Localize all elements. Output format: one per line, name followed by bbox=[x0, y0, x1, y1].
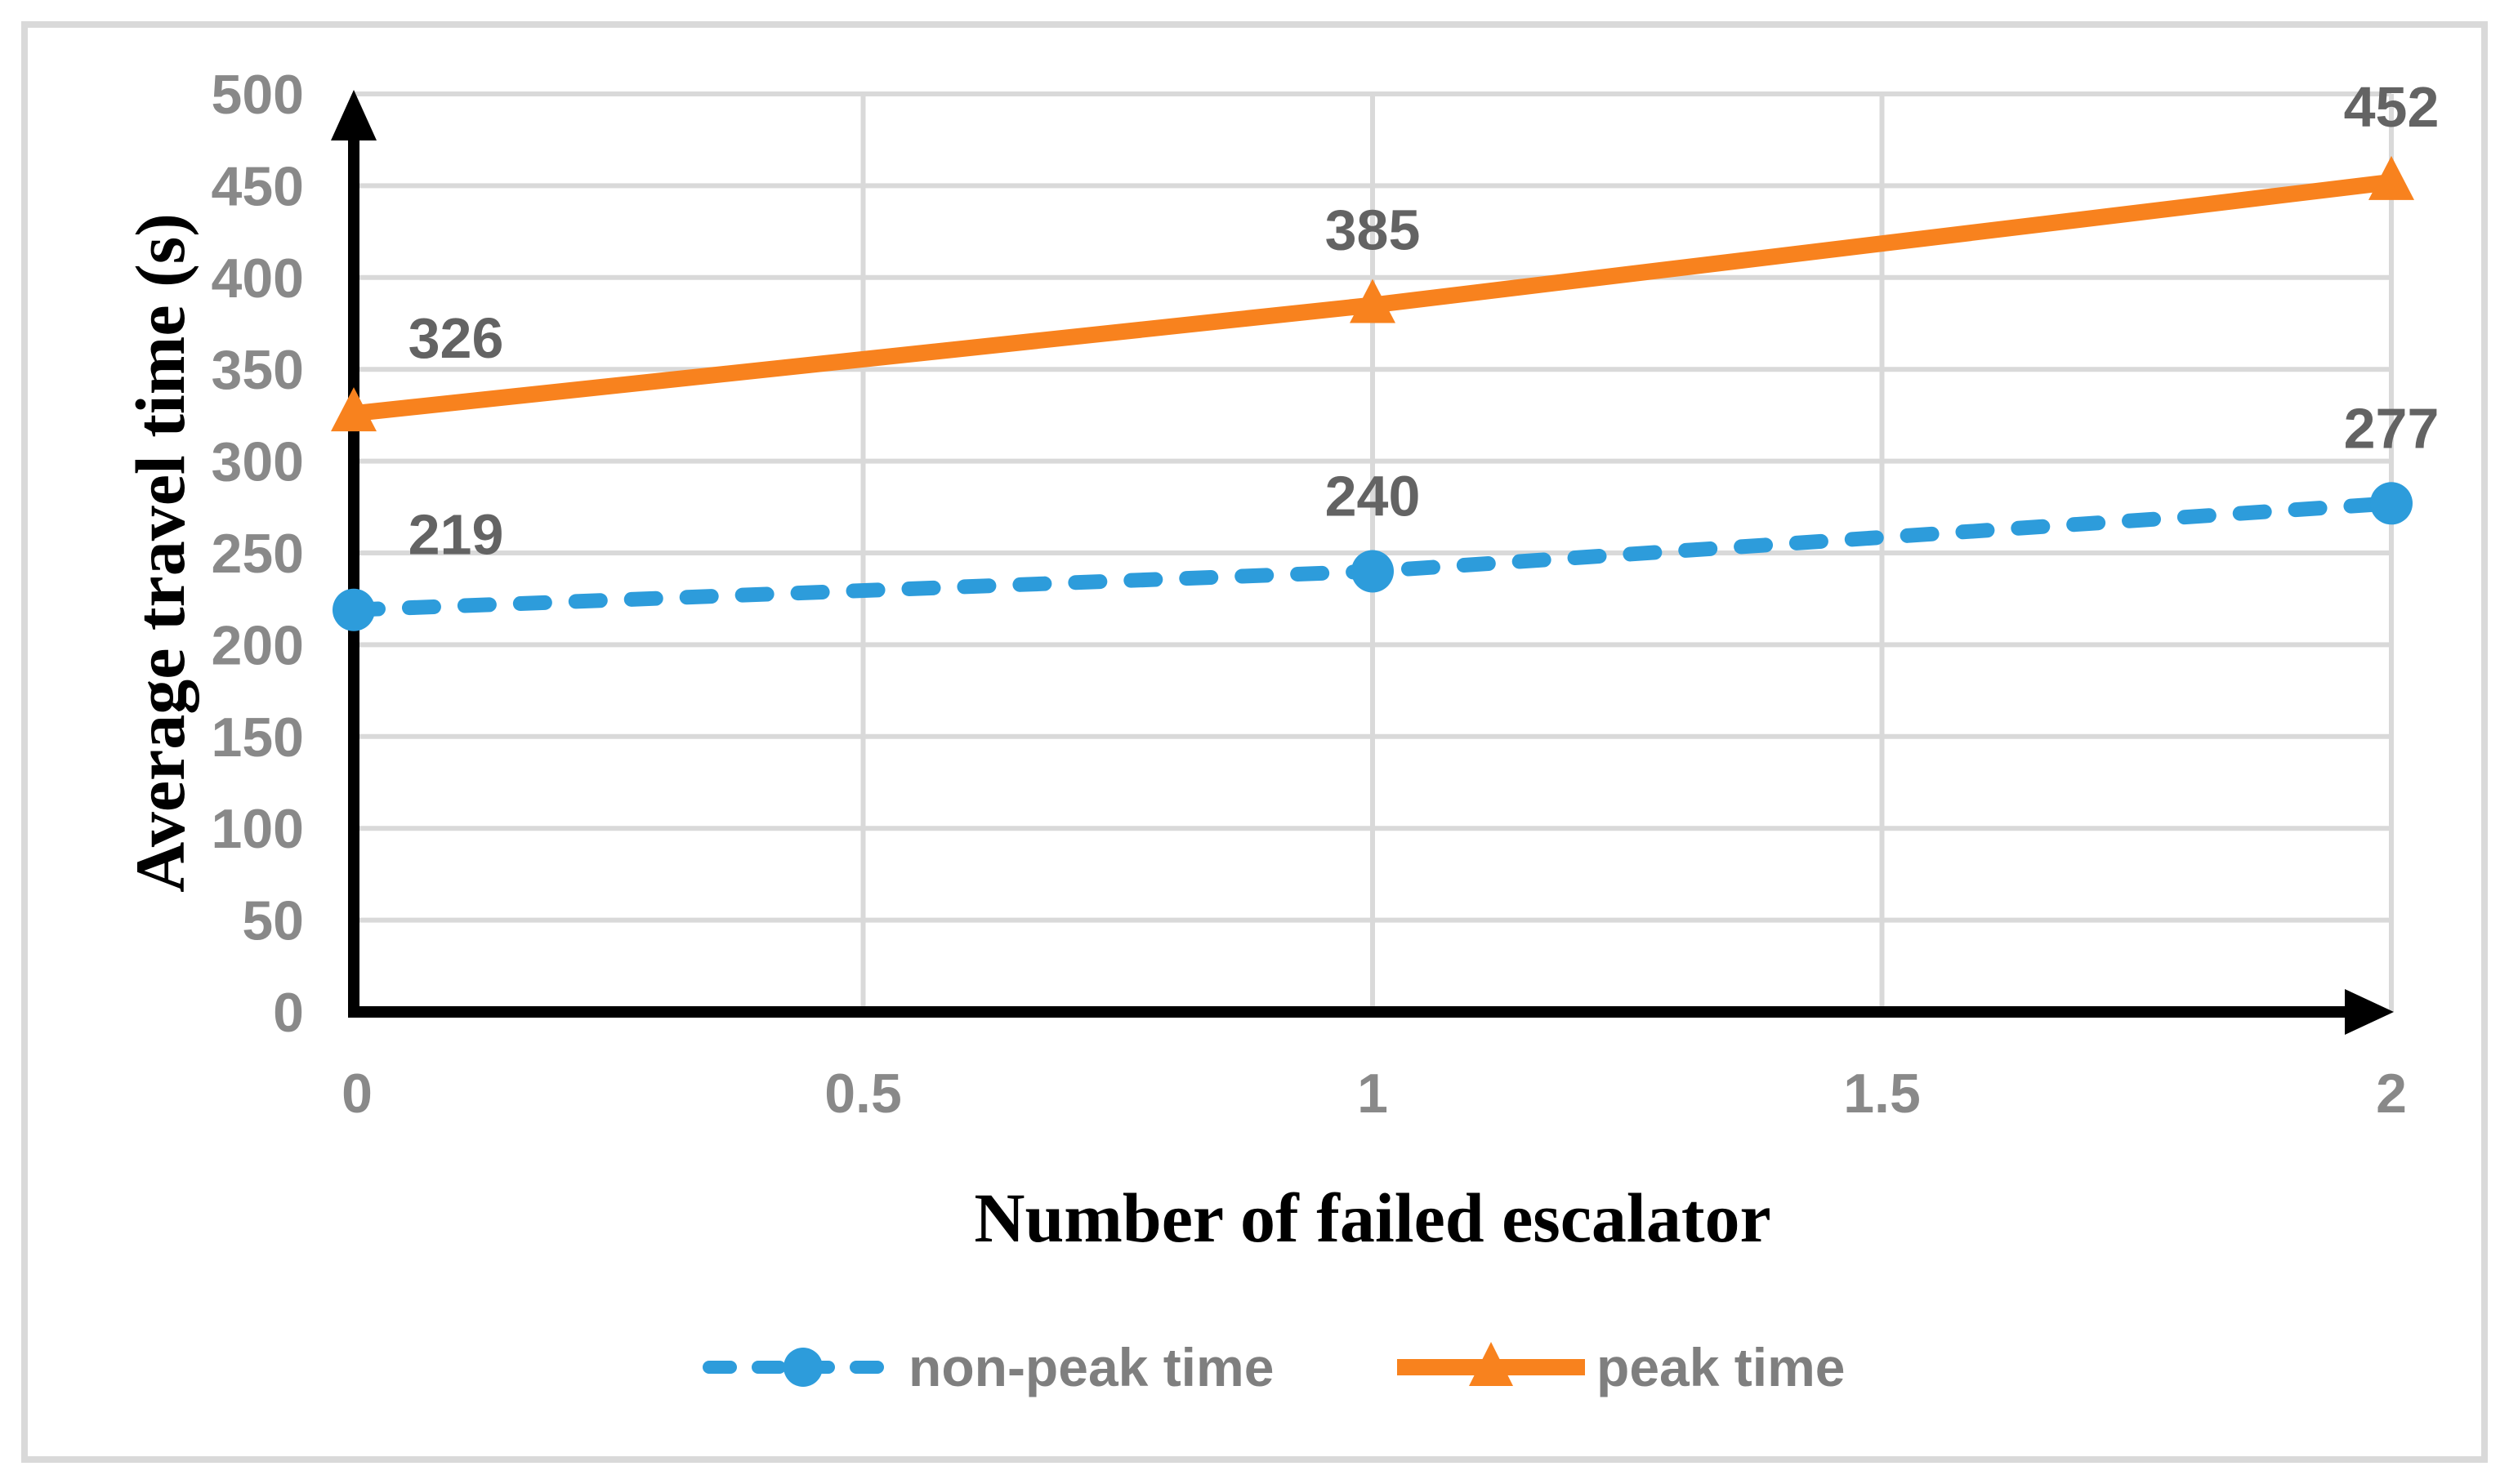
data-point-marker-triangle bbox=[331, 387, 377, 432]
data-label: 277 bbox=[2344, 396, 2440, 460]
y-tick-label: 150 bbox=[212, 706, 304, 769]
x-tick-label: 2 bbox=[2376, 1063, 2407, 1125]
data-point-marker-circle bbox=[333, 588, 375, 631]
series-peak-time: 326 385 452 bbox=[331, 75, 2440, 432]
data-label: 452 bbox=[2344, 75, 2440, 139]
legend-item-non-peak-time: non-peak time bbox=[703, 1337, 1274, 1397]
series-non-peak-time: 219 240 277 bbox=[333, 396, 2439, 631]
legend: non-peak time peak time bbox=[703, 1337, 1845, 1397]
y-tick-label: 50 bbox=[242, 890, 304, 952]
y-tick-label: 100 bbox=[212, 798, 304, 860]
x-tick-label: 0.5 bbox=[824, 1063, 902, 1125]
legend-label: peak time bbox=[1596, 1337, 1845, 1397]
y-axis-arrowhead-icon bbox=[331, 90, 377, 140]
axis-tick-labels: 0 50 100 150 200 250 300 350 400 450 500 0 0.5 1 1.5 2 bbox=[212, 64, 2407, 1125]
data-label: 219 bbox=[408, 503, 504, 567]
data-label: 240 bbox=[1325, 464, 1421, 528]
data-point-marker-circle bbox=[2370, 482, 2413, 525]
data-label: 385 bbox=[1325, 198, 1421, 262]
legend-item-peak-time: peak time bbox=[1397, 1337, 1845, 1397]
y-tick-label: 300 bbox=[212, 431, 304, 493]
x-tick-label: 0 bbox=[342, 1063, 373, 1125]
legend-marker-triangle bbox=[1469, 1342, 1513, 1386]
data-point-marker-triangle bbox=[1350, 279, 1395, 323]
y-tick-label: 350 bbox=[212, 339, 304, 401]
data-point-marker-circle bbox=[1351, 550, 1394, 593]
y-tick-label: 500 bbox=[212, 64, 304, 126]
x-tick-label: 1.5 bbox=[1843, 1063, 1921, 1125]
data-series: 219 240 277 326 385 452 bbox=[331, 75, 2439, 631]
y-tick-label: 0 bbox=[273, 982, 304, 1044]
y-tick-label: 200 bbox=[212, 614, 304, 676]
y-tick-label: 400 bbox=[212, 247, 304, 310]
legend-marker-circle bbox=[784, 1348, 823, 1387]
data-point-marker-triangle bbox=[2368, 155, 2414, 200]
x-tick-label: 1 bbox=[1357, 1063, 1388, 1125]
y-tick-label: 250 bbox=[212, 523, 304, 585]
x-axis-arrowhead-icon bbox=[2345, 989, 2394, 1035]
axes bbox=[331, 90, 2394, 1035]
y-tick-label: 450 bbox=[212, 155, 304, 217]
data-label: 326 bbox=[408, 306, 504, 370]
y-axis-title: Average travel time (s) bbox=[121, 213, 199, 893]
figure-border bbox=[21, 21, 2488, 1463]
legend-label: non-peak time bbox=[909, 1337, 1274, 1397]
x-axis-title: Number of failed escalator bbox=[974, 1179, 1770, 1257]
